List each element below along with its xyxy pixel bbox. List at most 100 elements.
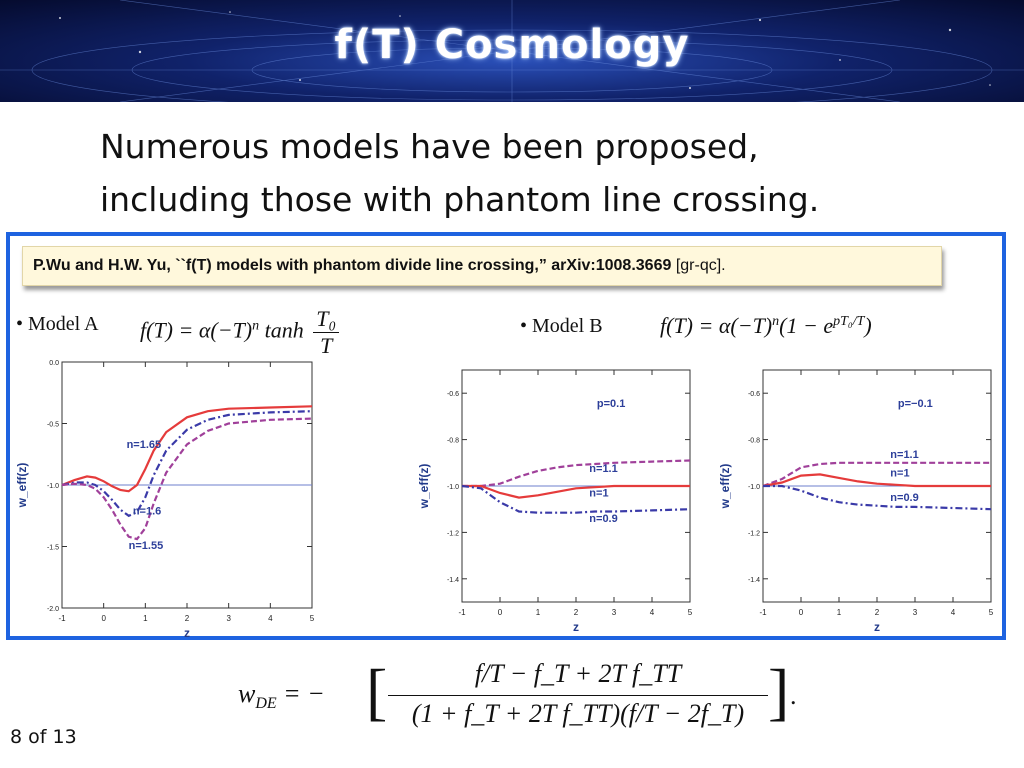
series-line-blue bbox=[461, 484, 691, 514]
series-line-blue bbox=[763, 484, 992, 511]
w-de-period: . bbox=[790, 681, 797, 710]
x-tick-label: 2 bbox=[574, 608, 579, 617]
model-b-formula-mid: (1 − e bbox=[779, 313, 834, 338]
plot-model-b-p-positive: -1 0 1 2 3 4 5 -0.6 -0.8 -1.0 -1.2 -1.4 z w_eff(z) p=0… bbox=[417, 369, 693, 634]
w-de-equation: wDE = − [ f/T − f_T + 2T f_TT (1 + f_T +… bbox=[238, 655, 798, 735]
y-tick-label: -1.0 bbox=[447, 484, 459, 491]
series-annotation: p=0.1 bbox=[597, 398, 625, 410]
y-tick-label: -1.4 bbox=[748, 577, 760, 584]
x-axis-label: z bbox=[184, 626, 190, 638]
fraction-bar bbox=[388, 695, 768, 696]
reference-box: P.Wu and H.W. Yu, ``f(T) models with pha… bbox=[22, 246, 942, 286]
series-line-red bbox=[61, 405, 313, 493]
page-number: 8 of 13 bbox=[10, 726, 77, 748]
slide-title: f(T) Cosmology bbox=[334, 22, 690, 68]
x-tick-label: 5 bbox=[310, 614, 315, 623]
w-de-subscript: DE bbox=[255, 695, 277, 713]
y-tick-label: -0.5 bbox=[47, 422, 59, 429]
y-tick-label: -0.6 bbox=[748, 391, 760, 398]
y-tick-label: -2.0 bbox=[47, 606, 59, 613]
series-line-purple bbox=[462, 459, 691, 488]
intro-text: Numerous models have been proposed, incl… bbox=[100, 120, 980, 226]
series-annotation: n=0.9 bbox=[589, 513, 617, 525]
x-tick-label: 1 bbox=[536, 608, 541, 617]
series-annotation: n=0.9 bbox=[890, 492, 918, 504]
y-axis-label: w_eff(z) bbox=[15, 463, 29, 509]
series-annotation: n=1.55 bbox=[129, 540, 164, 552]
reference-citation: P.Wu and H.W. Yu, ``f(T) models with pha… bbox=[33, 257, 726, 275]
x-axis-label: z bbox=[874, 620, 880, 634]
model-a-label: • Model A bbox=[16, 313, 99, 335]
title-banner: f(T) Cosmology bbox=[0, 0, 1024, 102]
x-tick-label: -1 bbox=[759, 608, 767, 617]
y-tick-label: -0.8 bbox=[748, 438, 760, 445]
right-bracket: ] bbox=[768, 656, 790, 727]
x-tick-label: 1 bbox=[837, 608, 842, 617]
series-annotation: n=1.6 bbox=[133, 506, 161, 518]
x-tick-label: 3 bbox=[612, 608, 617, 617]
model-a-formula: f(T) = α(−T)n tanh T₀ T bbox=[140, 306, 340, 359]
left-bracket: [ bbox=[366, 656, 388, 727]
x-axis-label: z bbox=[573, 620, 579, 634]
series-annotation: n=1 bbox=[589, 487, 608, 499]
w-de-symbol: w bbox=[238, 679, 256, 708]
model-a-fraction: T₀ T bbox=[313, 306, 340, 359]
intro-line-2: including those with phantom line crossi… bbox=[100, 180, 820, 219]
x-tick-label: 3 bbox=[913, 608, 918, 617]
y-tick-label: -1.0 bbox=[748, 484, 760, 491]
y-axis-label: w_eff(z) bbox=[718, 464, 732, 510]
x-tick-label: 0 bbox=[101, 614, 106, 623]
x-tick-label: -1 bbox=[458, 608, 466, 617]
x-tick-label: 1 bbox=[143, 614, 148, 623]
x-tick-label: 4 bbox=[268, 614, 273, 623]
x-tick-label: 0 bbox=[799, 608, 804, 617]
model-b-formula-exp2: pT₀/T bbox=[833, 314, 865, 329]
model-a-frac-num: T₀ bbox=[313, 306, 340, 333]
y-tick-label: -0.8 bbox=[447, 438, 459, 445]
x-tick-label: 4 bbox=[650, 608, 655, 617]
series-line-red bbox=[762, 473, 991, 488]
series-line-purple bbox=[61, 417, 313, 541]
y-tick-label: -1.0 bbox=[47, 483, 59, 490]
model-a-frac-den: T bbox=[320, 333, 333, 358]
x-tick-label: 5 bbox=[688, 608, 693, 617]
model-b-formula-end: ) bbox=[864, 313, 872, 338]
model-b-formula: f(T) = α(−T)n(1 − epT₀/T) bbox=[660, 313, 872, 339]
series-line-purple bbox=[762, 461, 991, 488]
y-tick-label: 0.0 bbox=[49, 360, 59, 367]
y-tick-label: -1.4 bbox=[447, 577, 459, 584]
starfield-background bbox=[0, 0, 1024, 102]
series-annotation: p=−0.1 bbox=[898, 398, 933, 410]
x-tick-label: 2 bbox=[875, 608, 880, 617]
model-a-formula-exp: n bbox=[252, 318, 260, 334]
plot-model-a: -1 0 1 2 3 4 5 0.0 -0.5 -1.0 -1.5 -2.0 z w_eff(z) n=1.… bbox=[15, 360, 315, 638]
y-tick-label: -1.2 bbox=[447, 530, 459, 537]
w-de-equals: = − bbox=[276, 679, 325, 708]
w-de-lhs: wDE = − bbox=[238, 679, 325, 713]
series-line-red bbox=[462, 484, 690, 499]
reference-tail: [gr-qc]. bbox=[671, 257, 726, 274]
w-de-denominator: (1 + f_T + 2T f_TT)(f/T − 2f_T) bbox=[411, 699, 745, 728]
series-annotation: n=1.65 bbox=[127, 439, 162, 451]
model-a-formula-lhs: f(T) = α(−T) bbox=[140, 317, 253, 343]
x-tick-label: 0 bbox=[498, 608, 503, 617]
w-de-numerator: f/T − f_T + 2T f_TT bbox=[474, 659, 682, 688]
y-tick-label: -1.2 bbox=[748, 530, 760, 537]
y-axis-label: w_eff(z) bbox=[417, 464, 431, 510]
series-annotation: n=1 bbox=[890, 468, 909, 480]
y-tick-label: -1.5 bbox=[47, 545, 59, 552]
x-tick-label: 3 bbox=[226, 614, 231, 623]
model-b-label: • Model B bbox=[520, 315, 603, 337]
y-tick-label: -0.6 bbox=[447, 391, 459, 398]
model-b-formula-lhs: f(T) = α(−T) bbox=[660, 313, 773, 338]
series-annotation: n=1.1 bbox=[890, 449, 918, 461]
model-a-formula-mid: tanh bbox=[259, 317, 304, 343]
x-tick-label: 4 bbox=[951, 608, 956, 617]
model-b-formula-exp: n bbox=[772, 314, 780, 329]
reference-main: P.Wu and H.W. Yu, ``f(T) models with pha… bbox=[33, 257, 672, 274]
series-annotation: n=1.1 bbox=[589, 463, 617, 475]
x-tick-label: 2 bbox=[185, 614, 190, 623]
intro-line-1: Numerous models have been proposed, bbox=[100, 127, 759, 166]
x-tick-label: 5 bbox=[989, 608, 994, 617]
series-line-blue bbox=[61, 410, 313, 518]
